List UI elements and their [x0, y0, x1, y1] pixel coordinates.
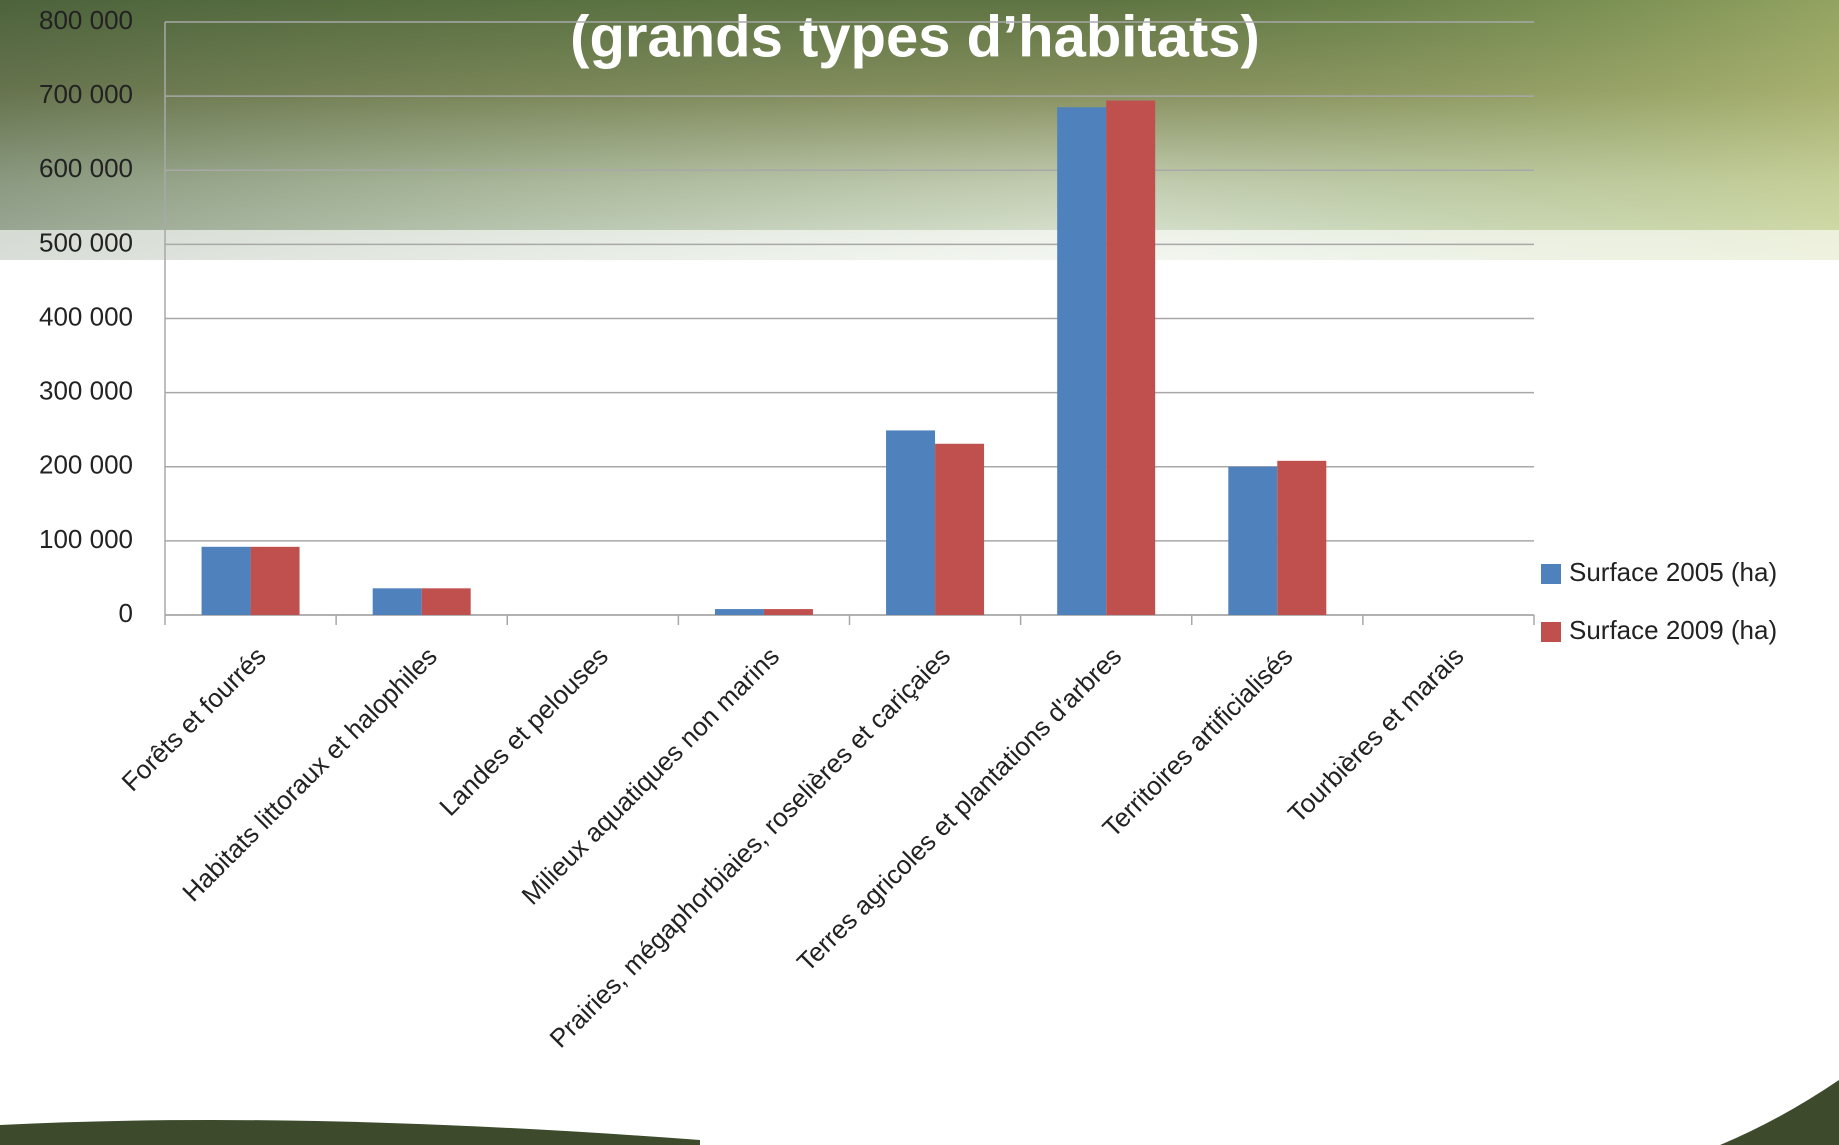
bar — [1277, 460, 1327, 615]
y-tick-label: 100 000 — [39, 524, 133, 554]
y-tick-label: 300 000 — [39, 376, 133, 406]
bar — [1228, 466, 1278, 615]
bar — [714, 609, 764, 615]
legend-swatch — [1541, 622, 1561, 642]
bar — [1057, 107, 1107, 616]
bar — [250, 546, 300, 615]
fade — [0, 230, 1839, 270]
legend-label: Surface 2005 (ha) — [1569, 557, 1777, 587]
legend-label: Surface 2009 (ha) — [1569, 615, 1777, 645]
y-tick-label: 400 000 — [39, 301, 133, 331]
y-tick-label: 600 000 — [39, 153, 133, 183]
bottom-shade — [1720, 1080, 1839, 1145]
y-tick-label: 800 000 — [39, 5, 133, 35]
bar — [763, 609, 813, 615]
bottom-shade — [0, 1120, 700, 1145]
bar — [372, 588, 422, 615]
y-tick-label: 500 000 — [39, 227, 133, 257]
bar — [1106, 100, 1156, 615]
legend-swatch — [1541, 564, 1561, 584]
bar — [935, 443, 985, 615]
photo-tint — [0, 0, 1839, 260]
y-tick-label: 0 — [119, 598, 133, 628]
y-tick-label: 200 000 — [39, 450, 133, 480]
bar — [421, 588, 471, 615]
bar — [201, 546, 251, 615]
chart-title: (grands types d’habitats) — [570, 4, 1260, 69]
y-tick-label: 700 000 — [39, 79, 133, 109]
bar — [886, 430, 936, 615]
